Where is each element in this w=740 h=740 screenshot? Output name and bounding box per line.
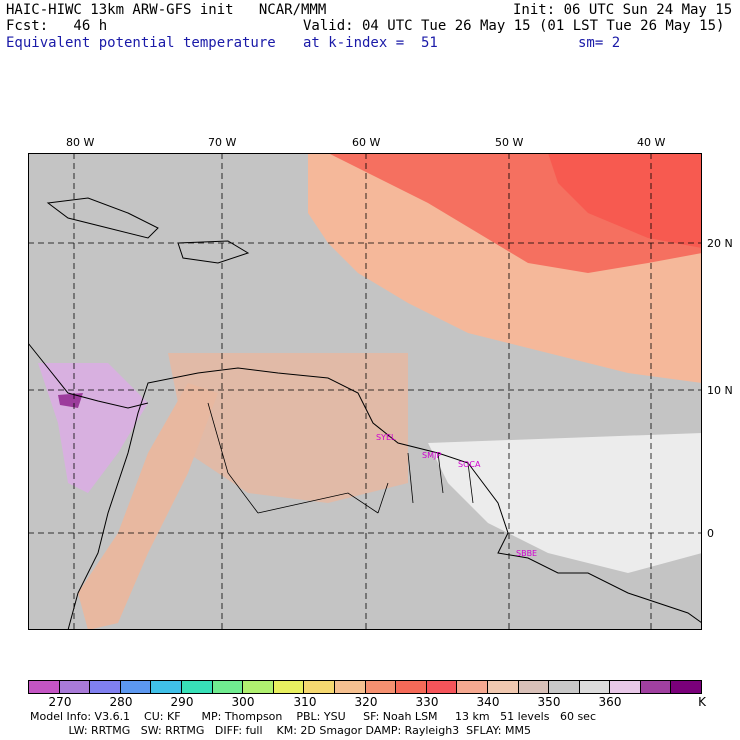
colorbar-label-300: 300 [231, 695, 255, 709]
station-label-smjp: SMJP [422, 451, 441, 460]
colorbar-swatch [334, 681, 366, 693]
max-ocean-region [548, 153, 702, 248]
field-name: Equivalent potential temperature [6, 35, 276, 51]
init-time: Init: 06 UTC Sun 24 May 15 [513, 2, 733, 18]
lat-lon-grid [28, 153, 702, 630]
colorbar-label-340: 340 [476, 695, 500, 709]
colorbar-label-280: 280 [109, 695, 133, 709]
cool-equator-region [428, 433, 702, 573]
colorbar-label-320: 320 [354, 695, 378, 709]
colorbar-swatch [365, 681, 397, 693]
model-title: HAIC-HIWC 13km ARW-GFS init NCAR/MMM [6, 2, 327, 18]
coastline-hispaniola [177, 240, 250, 264]
colorbar-swatch [671, 681, 702, 693]
colorbar-label-270: 270 [48, 695, 72, 709]
colorbar-label-350: 350 [537, 695, 561, 709]
colorbar-swatch [29, 681, 60, 693]
colorbar-swatch [640, 681, 672, 693]
colorbar-swatch [610, 681, 641, 693]
colorbar-swatch [59, 681, 91, 693]
model-info-line1: Model Info: V3.6.1 CU: KF MP: Thompson P… [30, 710, 597, 723]
station-label-soca: SOCA [458, 460, 481, 469]
colorbar-swatch [487, 681, 519, 693]
colorbar-label-330: 330 [415, 695, 439, 709]
coastline-central-america [28, 342, 149, 409]
lon-label-70w: 70 W [208, 136, 237, 149]
colorbar-swatch [304, 681, 335, 693]
valid-time: Valid: 04 UTC Tue 26 May 15 (01 LST Tue … [303, 18, 725, 34]
colorbar-swatch [549, 681, 580, 693]
lat-label-equator: 0 [707, 527, 714, 540]
colorbar-swatch [396, 681, 427, 693]
lat-label-20n: 20 N [707, 237, 733, 250]
colorbar-swatch [579, 681, 611, 693]
colorbar-swatch [151, 681, 182, 693]
level-text: at k-index = 51 [303, 35, 438, 51]
colorbar [28, 680, 702, 694]
violet-dark-spot [58, 393, 83, 408]
colorbar-label-360: 360 [598, 695, 622, 709]
warm-andes-band [78, 383, 218, 630]
colorbar-swatch [273, 681, 305, 693]
colorbar-swatch [518, 681, 550, 693]
colorbar-label-units: K [698, 695, 706, 709]
station-label-syel: SYEL [376, 433, 396, 442]
lon-label-50w: 50 W [495, 136, 524, 149]
coastline-cuba [46, 197, 159, 239]
colorbar-label-290: 290 [170, 695, 194, 709]
colorbar-swatch [181, 681, 213, 693]
colorbar-swatch [457, 681, 488, 693]
colorbar-label-310: 310 [293, 695, 317, 709]
theta-e-map: SYEL SMJP SOCA SBBE [28, 153, 702, 630]
forecast-hour: Fcst: 46 h [6, 18, 108, 34]
lat-label-10n: 10 N [707, 384, 733, 397]
colorbar-swatch [212, 681, 244, 693]
lon-label-80w: 80 W [66, 136, 95, 149]
station-label-sbbe: SBBE [516, 549, 537, 558]
warm-caribbean-region [168, 353, 408, 503]
colorbar-swatch [243, 681, 274, 693]
lon-label-40w: 40 W [637, 136, 666, 149]
lon-label-60w: 60 W [352, 136, 381, 149]
colorbar-swatch [120, 681, 152, 693]
smoothing-text: sm= 2 [578, 35, 621, 51]
model-info-line2: LW: RRTMG SW: RRTMG DIFF: full KM: 2D Sm… [30, 724, 531, 737]
colorbar-swatch [426, 681, 458, 693]
colorbar-swatch [90, 681, 121, 693]
border-lines [207, 402, 474, 514]
